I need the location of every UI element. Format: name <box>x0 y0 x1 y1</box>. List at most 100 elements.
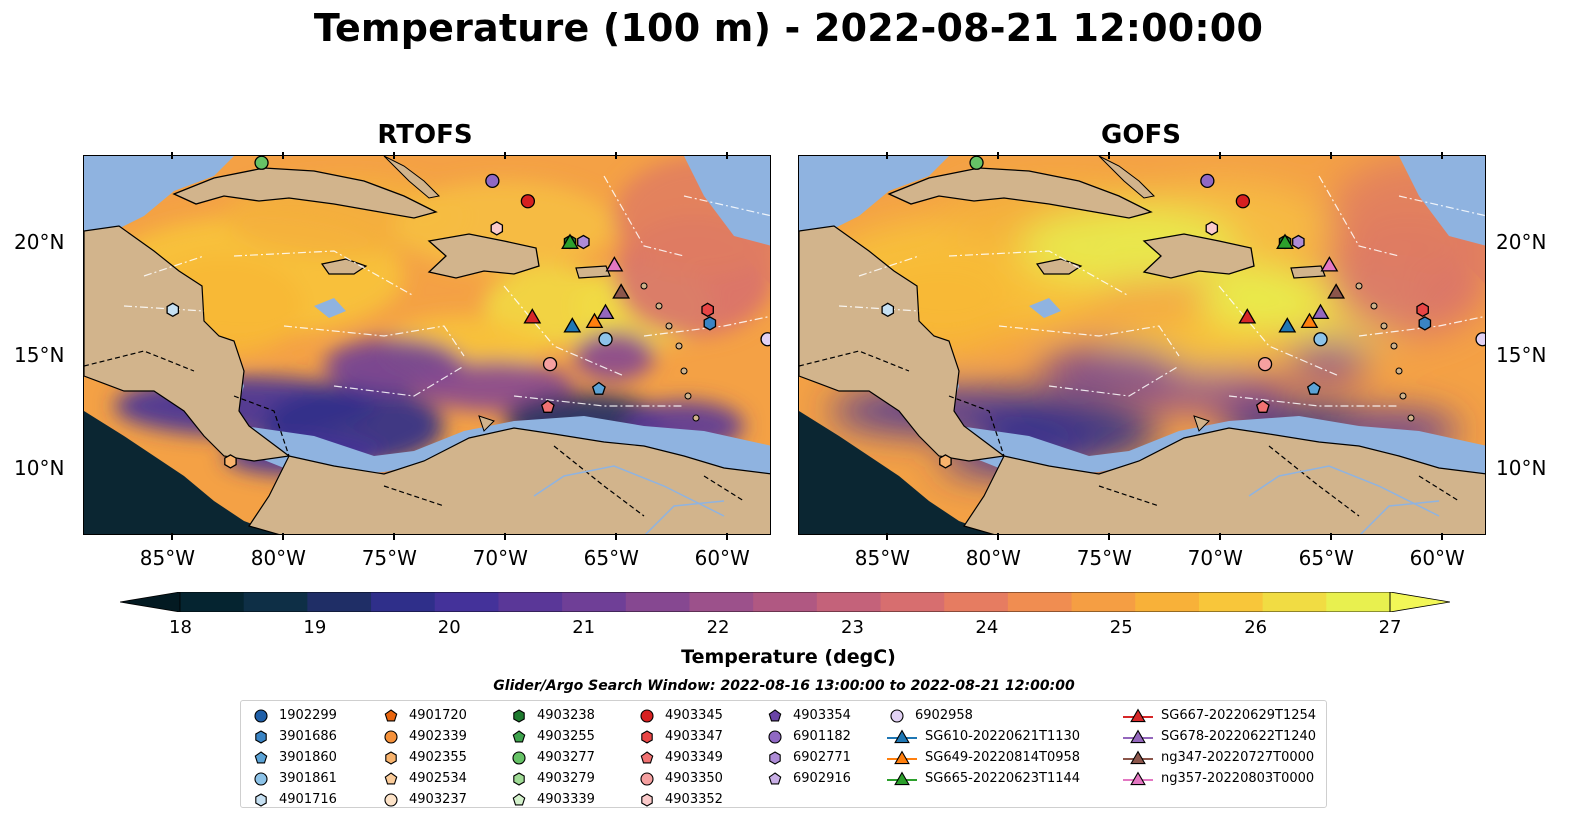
marker-6901182[interactable] <box>485 173 500 189</box>
legend-label: 3901861 <box>279 771 337 786</box>
legend-item: 3901860 <box>251 747 337 768</box>
lon-tick-mark <box>503 533 506 540</box>
marker-ng347-20220727T0000[interactable] <box>612 283 631 299</box>
lon-tick-mark <box>392 533 395 540</box>
legend-label: 4903279 <box>537 771 595 786</box>
colorbar-segment <box>816 592 882 612</box>
marker-4903349[interactable] <box>540 399 555 413</box>
marker-SG665-20220623T1144[interactable] <box>561 233 579 249</box>
lon-tick-mark <box>885 152 888 159</box>
marker-4901716[interactable] <box>881 302 895 318</box>
marker-4903345[interactable] <box>520 194 536 209</box>
lon-tick-mark <box>885 533 888 540</box>
marker-4902355[interactable] <box>224 454 237 469</box>
legend-item: SG678-20220622T1240 <box>1123 726 1316 747</box>
cuba <box>887 167 1153 219</box>
colorbar-high-arrow <box>1389 591 1451 613</box>
triangle-marker-icon <box>1123 707 1153 722</box>
marker-SG610-20220621T1130[interactable] <box>563 317 582 333</box>
colorbar <box>119 591 1451 613</box>
legend-item: 4903352 <box>637 789 723 810</box>
marker-3901860[interactable] <box>1306 381 1321 395</box>
triangle-marker-icon <box>887 749 917 764</box>
marker-3901861[interactable] <box>1313 332 1328 347</box>
circle-marker-icon <box>254 708 268 723</box>
legend-label: 6901182 <box>793 729 851 744</box>
hispaniola <box>427 233 540 279</box>
marker-4903352[interactable] <box>490 221 504 236</box>
marker-ng357-20220803T0000[interactable] <box>605 256 624 272</box>
marker-4903345[interactable] <box>1235 194 1251 209</box>
legend-item: 4903237 <box>381 789 467 810</box>
colorbar-segment <box>180 592 245 612</box>
lon-tick-mark <box>996 533 999 540</box>
marker-3901686[interactable] <box>1418 316 1432 331</box>
marker-3901861[interactable] <box>598 332 613 347</box>
marker-ng347-20220727T0000[interactable] <box>1327 283 1346 299</box>
marker-4903352[interactable] <box>1205 221 1219 236</box>
lon-tick-mark <box>392 152 395 159</box>
legend-label: 6902916 <box>793 771 851 786</box>
marker-SG610-20220621T1130[interactable] <box>1278 317 1297 333</box>
legend-item: 4903255 <box>509 726 595 747</box>
legend-item: 4901716 <box>251 789 337 810</box>
marker-6902771[interactable] <box>1292 234 1305 250</box>
lon-tick-mark <box>1440 152 1443 159</box>
marker-SG649-20220814T0958[interactable] <box>585 312 604 329</box>
triangle-marker-icon <box>887 770 917 785</box>
marker-SG667-20220629T1254[interactable] <box>1238 308 1257 324</box>
marker-4903349[interactable] <box>1255 399 1270 413</box>
lon-tick-mark <box>1329 533 1332 540</box>
lon-tick-label: 60°W <box>1409 546 1465 570</box>
marker-SG667-20220629T1254[interactable] <box>523 308 542 324</box>
legend-item: 4903347 <box>637 726 723 747</box>
colorbar-segment <box>1262 592 1327 612</box>
map-rtofs[interactable] <box>83 155 771 535</box>
marker-6902958[interactable] <box>760 332 771 347</box>
marker-3901860[interactable] <box>591 381 606 395</box>
legend-label: SG665-20220623T1144 <box>925 771 1081 786</box>
marker-4903350[interactable] <box>1257 356 1273 372</box>
marker-4903347[interactable] <box>1416 302 1429 318</box>
lat-tick-label-right: 10°N <box>1496 456 1547 481</box>
lon-tick-mark <box>1107 152 1110 159</box>
marker-4901716[interactable] <box>166 302 180 318</box>
marker-3901686[interactable] <box>703 316 717 331</box>
colorbar-low-arrow <box>119 591 181 613</box>
marker-SG665-20220623T1144[interactable] <box>1276 233 1294 249</box>
hexagon-marker-icon <box>255 729 267 744</box>
circle-marker-icon <box>640 708 654 723</box>
pacific-ocean <box>84 411 279 534</box>
legend-label: 4901720 <box>409 708 467 723</box>
marker-SG678-20220622T1240[interactable] <box>596 303 615 320</box>
legend-item: ng357-20220803T0000 <box>1123 768 1316 789</box>
colorbar-tick-label: 25 <box>1109 617 1133 638</box>
marker-4903347[interactable] <box>701 302 714 318</box>
marker-4903350[interactable] <box>542 356 558 372</box>
marker-ng357-20220803T0000[interactable] <box>1320 256 1339 272</box>
colorbar-tick-label: 24 <box>975 617 999 638</box>
lon-tick-mark <box>1107 533 1110 540</box>
gulf-shelf <box>84 156 234 236</box>
legend-label: 4903352 <box>665 792 723 807</box>
legend-label: 4902355 <box>409 750 467 765</box>
marker-4902355[interactable] <box>939 454 952 469</box>
colorbar-segment <box>562 592 627 612</box>
map-gofs[interactable] <box>798 155 1486 535</box>
marker-6902958[interactable] <box>1475 332 1486 347</box>
legend-label: 4903347 <box>665 729 723 744</box>
legend-label: SG667-20220629T1254 <box>1161 708 1317 723</box>
colorbar-tick-label: 18 <box>169 617 192 638</box>
legend-label: ng357-20220803T0000 <box>1161 771 1315 786</box>
central-america <box>84 225 291 462</box>
marker-SG649-20220814T0958[interactable] <box>1300 312 1319 329</box>
marker-6902771[interactable] <box>577 234 590 250</box>
marker-SG678-20220622T1240[interactable] <box>1311 303 1330 320</box>
marker-6901182[interactable] <box>1200 173 1215 189</box>
pentagon-marker-icon <box>384 771 398 784</box>
pentagon-marker-icon <box>768 708 782 721</box>
marker-4903277[interactable] <box>969 156 984 170</box>
marker-4903277[interactable] <box>254 156 269 170</box>
pentagon-marker-icon <box>512 729 526 742</box>
legend-item: 4902534 <box>381 768 467 789</box>
